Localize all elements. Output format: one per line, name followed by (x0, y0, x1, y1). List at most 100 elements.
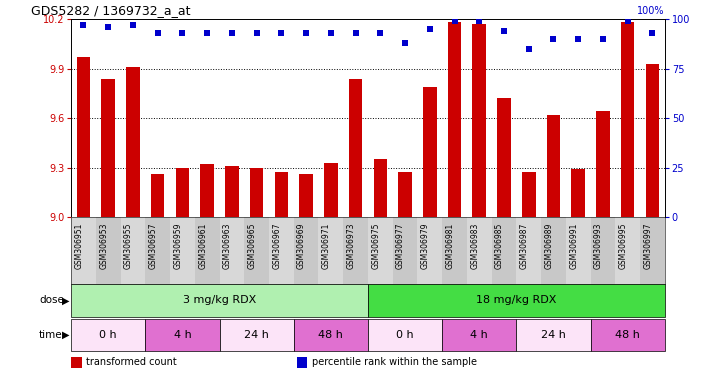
Text: GSM306981: GSM306981 (446, 222, 454, 268)
Bar (572, 169, 585, 217)
Text: GSM306977: GSM306977 (396, 222, 405, 269)
Point (622, 18, 634, 24)
Text: GSM306963: GSM306963 (223, 222, 232, 269)
Bar (566, 217, 591, 284)
Bar (398, 172, 412, 217)
Bar (220, 319, 294, 351)
Text: GSM306983: GSM306983 (470, 222, 479, 269)
Text: 48 h: 48 h (319, 330, 343, 340)
Text: transformed count: transformed count (86, 357, 177, 367)
Text: GSM306975: GSM306975 (371, 222, 380, 269)
Text: 0 h: 0 h (396, 330, 414, 340)
Text: GSM306953: GSM306953 (100, 222, 108, 269)
Bar (195, 217, 220, 284)
Bar (516, 217, 541, 284)
Text: GSM306951: GSM306951 (75, 222, 83, 269)
Point (325, 30, 336, 36)
Text: percentile rank within the sample: percentile rank within the sample (311, 357, 476, 367)
Bar (591, 217, 615, 284)
Bar (373, 159, 387, 217)
Text: 100%: 100% (637, 6, 665, 16)
Bar (640, 217, 665, 284)
Bar (467, 217, 491, 284)
Text: GSM306987: GSM306987 (520, 222, 529, 269)
Point (177, 30, 188, 36)
Point (572, 36, 584, 42)
Text: GSM306955: GSM306955 (124, 222, 133, 269)
Bar (343, 217, 368, 284)
Bar (442, 319, 516, 351)
Text: 18 mg/kg RDX: 18 mg/kg RDX (476, 295, 557, 306)
Point (375, 30, 386, 36)
Point (127, 22, 139, 28)
Point (647, 30, 658, 36)
Bar (145, 319, 220, 351)
Bar (151, 174, 164, 217)
Bar (201, 164, 214, 217)
Bar (71, 357, 82, 368)
Text: 0 h: 0 h (100, 330, 117, 340)
Text: GSM306985: GSM306985 (495, 222, 504, 269)
Bar (615, 217, 640, 284)
Bar (324, 162, 338, 217)
Bar (245, 217, 269, 284)
Text: GSM306959: GSM306959 (173, 222, 183, 269)
Bar (491, 217, 516, 284)
Bar (516, 319, 591, 351)
Text: 3 mg/kg RDX: 3 mg/kg RDX (183, 295, 256, 306)
Bar (102, 78, 115, 217)
Bar (392, 217, 417, 284)
Point (350, 30, 361, 36)
Bar (368, 284, 665, 317)
Point (102, 24, 114, 30)
Bar (596, 111, 610, 217)
Text: 48 h: 48 h (615, 330, 640, 340)
Bar (269, 217, 294, 284)
Bar (121, 217, 145, 284)
Text: GSM306997: GSM306997 (643, 222, 653, 269)
Bar (220, 217, 245, 284)
Bar (448, 23, 461, 217)
Point (77, 22, 89, 28)
Bar (71, 284, 368, 317)
Point (523, 46, 535, 52)
Point (276, 30, 287, 36)
Point (498, 28, 510, 34)
Bar (368, 319, 442, 351)
Text: GSM306965: GSM306965 (247, 222, 257, 269)
Bar (250, 167, 264, 217)
Bar (71, 217, 96, 284)
Bar (319, 217, 343, 284)
Bar (176, 167, 189, 217)
Bar (145, 217, 170, 284)
Text: GDS5282 / 1369732_a_at: GDS5282 / 1369732_a_at (31, 3, 191, 17)
Text: ▶: ▶ (62, 295, 70, 306)
Point (226, 30, 237, 36)
Bar (126, 67, 140, 217)
Text: 24 h: 24 h (244, 330, 269, 340)
Text: GSM306993: GSM306993 (594, 222, 603, 269)
Text: GSM306971: GSM306971 (322, 222, 331, 269)
Text: GSM306969: GSM306969 (297, 222, 306, 269)
Point (301, 30, 312, 36)
Bar (274, 172, 288, 217)
Bar (547, 115, 560, 217)
Bar (417, 217, 442, 284)
Bar (591, 319, 665, 351)
Text: GSM306961: GSM306961 (198, 222, 207, 269)
Bar (621, 23, 634, 217)
Text: 4 h: 4 h (173, 330, 191, 340)
Bar (497, 98, 510, 217)
Text: GSM306989: GSM306989 (545, 222, 553, 269)
Bar (96, 217, 121, 284)
Point (424, 26, 435, 32)
Bar (299, 174, 313, 217)
Bar (522, 172, 535, 217)
Bar (541, 217, 566, 284)
Bar (423, 87, 437, 217)
Point (547, 36, 559, 42)
Point (251, 30, 262, 36)
Bar (225, 166, 239, 217)
Point (597, 36, 609, 42)
Point (474, 18, 485, 24)
